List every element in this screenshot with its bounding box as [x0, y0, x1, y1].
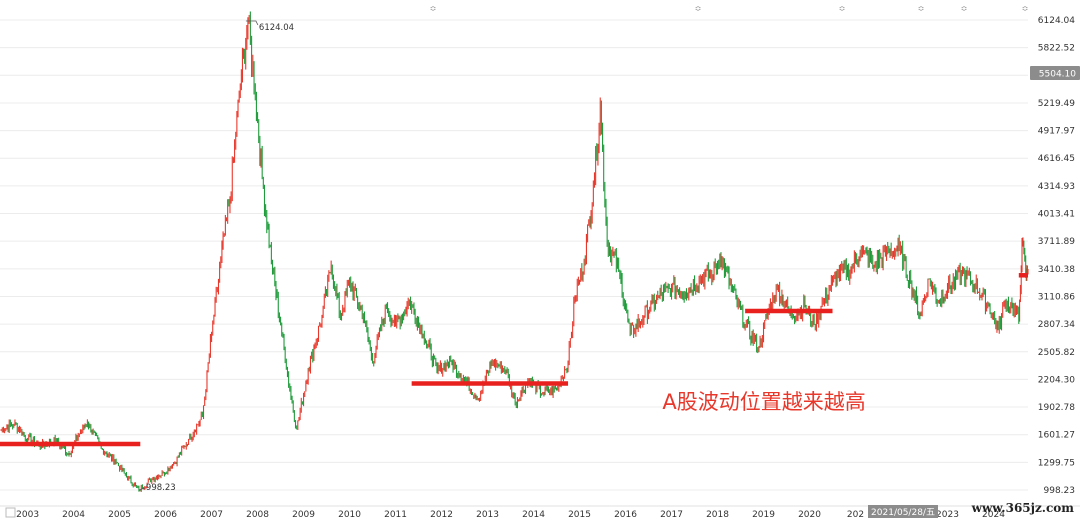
- x-tick-label: 2016: [614, 510, 637, 520]
- event-marker-icon: ≎: [695, 4, 702, 13]
- x-tick-label: 2013: [476, 510, 499, 520]
- date-label: 2021/05/28/五: [871, 508, 935, 518]
- x-tick-label: 2024: [982, 510, 1005, 520]
- x-tick-label: 2003: [16, 510, 39, 520]
- x-tick-label: 2018: [706, 510, 729, 520]
- x-tick-label: 2023: [936, 510, 959, 520]
- y-tick-label: 2505.82: [1038, 348, 1075, 358]
- high-marker: [245, 20, 259, 26]
- x-tick-label: 202: [847, 510, 864, 520]
- event-marker-icon: ≎: [839, 4, 846, 13]
- x-tick-label: 2005: [108, 510, 131, 520]
- corner-icon: [5, 507, 16, 518]
- annotation-text: A股波动位置越来越高: [662, 390, 865, 414]
- event-marker-icon: ≎: [430, 4, 437, 13]
- event-marker-icon: ≎: [961, 4, 968, 13]
- y-tick-label: 5822.52: [1038, 44, 1075, 54]
- event-marker-icon: ≎: [1022, 4, 1029, 13]
- y-tick-label: 6124.04: [1038, 16, 1075, 26]
- y-tick-label: 4013.41: [1038, 210, 1075, 220]
- y-tick-label: 1299.75: [1038, 458, 1075, 468]
- high-value-label: 6124.04: [259, 23, 294, 33]
- y-tick-label: 998.23: [1044, 486, 1076, 496]
- y-tick-label: 2204.30: [1038, 375, 1075, 385]
- x-tick-label: 2011: [384, 510, 407, 520]
- x-tick-label: 2019: [752, 510, 775, 520]
- event-marker-icon: ≎: [918, 4, 925, 13]
- x-tick-label: 2008: [246, 510, 269, 520]
- y-tick-label: 3110.86: [1038, 292, 1075, 302]
- y-tick-label: 1902.78: [1038, 403, 1075, 413]
- x-tick-label: 2015: [568, 510, 591, 520]
- x-tick-label: 2009: [292, 510, 315, 520]
- current-value-tag: [1030, 66, 1080, 80]
- x-tick-label: 2020: [798, 510, 821, 520]
- low-value-label: 998.23: [146, 483, 176, 493]
- y-tick-label: 5219.49: [1038, 99, 1075, 109]
- x-tick-label: 2014: [522, 510, 545, 520]
- y-tick-label: 2807.34: [1038, 320, 1075, 330]
- x-tick-label: 2004: [62, 510, 85, 520]
- low-marker: [138, 487, 146, 491]
- date-label-box: [868, 505, 938, 518]
- y-tick-label: 4314.93: [1038, 182, 1075, 192]
- x-tick-label: 2010: [338, 510, 361, 520]
- y-tick-label: 4917.97: [1038, 127, 1075, 137]
- watermark-text: www.365jz.com: [971, 501, 1075, 515]
- current-value-label: 5504.10: [1039, 70, 1076, 80]
- y-tick-label: 1601.27: [1038, 431, 1075, 441]
- y-tick-label: 3711.89: [1038, 237, 1075, 247]
- x-tick-label: 2006: [154, 510, 177, 520]
- y-tick-label: 4616.45: [1038, 154, 1075, 164]
- y-tick-label: 3410.38: [1038, 265, 1075, 275]
- x-tick-label: 2012: [430, 510, 453, 520]
- x-tick-label: 2007: [200, 510, 223, 520]
- x-tick-label: 2017: [660, 510, 683, 520]
